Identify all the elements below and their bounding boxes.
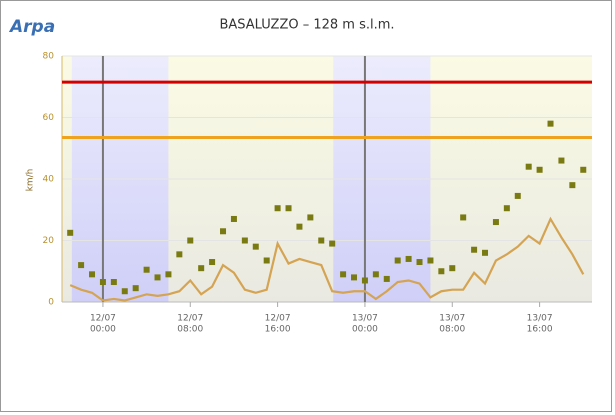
square-marker — [329, 240, 336, 247]
square-marker — [220, 228, 227, 235]
square-marker — [416, 259, 423, 266]
square-marker — [154, 274, 161, 281]
logo: Arpa — [8, 17, 55, 37]
line-series — [69, 216, 585, 302]
square-marker — [438, 268, 445, 275]
square-marker — [110, 279, 117, 286]
square-marker — [558, 157, 565, 164]
square-marker — [427, 257, 434, 264]
square-marker — [471, 246, 478, 253]
x-tick-date: 12/07 — [265, 314, 291, 324]
square-marker — [78, 262, 85, 269]
square-marker — [99, 279, 106, 286]
square-marker — [176, 251, 183, 258]
square-marker — [340, 271, 347, 278]
square-marker — [525, 163, 532, 170]
x-tick-date: 13/07 — [352, 314, 378, 324]
square-marker — [569, 182, 576, 189]
square-marker — [318, 237, 325, 244]
x-tick-label: 08:00 — [439, 325, 465, 335]
square-marker — [165, 271, 172, 278]
square-marker — [547, 120, 554, 127]
chart-title: BASALUZZO – 128 m s.l.m. — [219, 18, 394, 33]
square-marker — [307, 214, 314, 221]
square-marker — [449, 265, 456, 272]
square-marker — [482, 249, 489, 256]
square-marker — [383, 275, 390, 282]
square-marker — [372, 271, 379, 278]
square-marker — [143, 266, 150, 273]
square-marker — [296, 223, 303, 230]
square-marker — [121, 288, 128, 295]
square-marker — [514, 192, 521, 199]
x-tick-label: 08:00 — [177, 325, 203, 335]
y-tick-label: 20 — [43, 236, 55, 246]
x-tick-date: 13/07 — [527, 314, 553, 324]
square-marker — [274, 205, 281, 212]
square-marker — [580, 166, 587, 173]
square-marker — [132, 285, 139, 292]
square-marker — [230, 215, 237, 222]
y-tick-label: 60 — [43, 113, 55, 123]
square-marker — [89, 271, 96, 278]
x-tick-date: 13/07 — [439, 314, 465, 324]
x-tick-label: 16:00 — [265, 325, 291, 335]
square-marker — [209, 259, 216, 266]
square-marker — [405, 255, 412, 262]
x-tick-date: 12/07 — [90, 314, 116, 324]
y-axis-label: km/h — [26, 169, 36, 192]
y-tick-label: 80 — [43, 52, 55, 62]
square-marker — [351, 274, 358, 281]
square-marker — [394, 257, 401, 264]
y-tick-label: 40 — [43, 175, 55, 185]
square-marker — [285, 205, 292, 212]
square-marker — [252, 243, 259, 250]
square-marker — [67, 229, 74, 236]
square-marker — [503, 205, 510, 212]
x-tick-label: 00:00 — [90, 325, 116, 335]
square-marker — [187, 237, 194, 244]
x-tick-label: 16:00 — [527, 325, 553, 335]
square-marker — [198, 265, 205, 272]
square-marker — [460, 214, 467, 221]
square-marker — [361, 277, 368, 284]
square-marker — [536, 166, 543, 173]
y-tick-label: 0 — [48, 298, 54, 308]
x-tick-date: 12/07 — [177, 314, 203, 324]
x-tick-label: 00:00 — [352, 325, 378, 335]
square-marker — [263, 257, 270, 264]
square-marker — [241, 237, 248, 244]
square-marker — [492, 219, 499, 226]
